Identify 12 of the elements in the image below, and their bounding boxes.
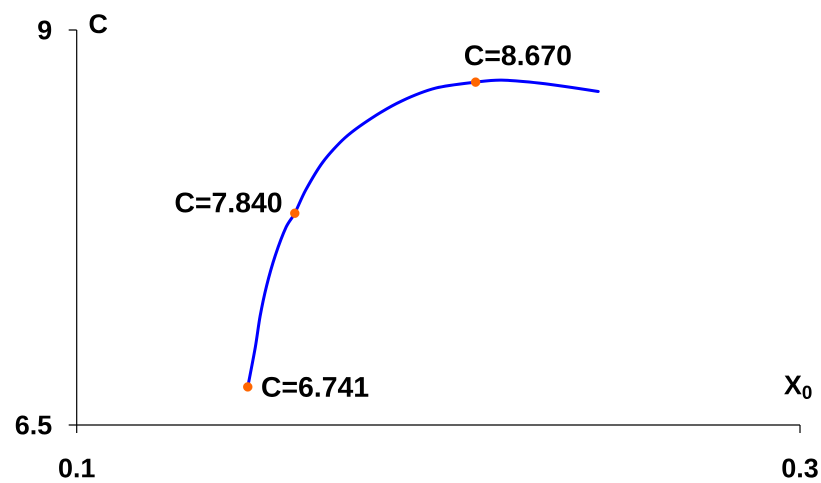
x-tick-label: 0.3 [782, 458, 818, 478]
y-axis-title: C [90, 14, 108, 34]
y-tick-label: 9 [38, 20, 52, 40]
data-label: C=8.670 [464, 45, 571, 66]
data-label: C=7.840 [176, 192, 282, 213]
x-tick-label: 0.1 [59, 458, 95, 478]
data-label: C=6.741 [262, 376, 368, 397]
point [290, 208, 300, 218]
point [243, 382, 252, 392]
point [470, 77, 480, 87]
x-axis-title: X$_{0}$ [784, 376, 812, 399]
y-tick-label: 6.5 [16, 415, 52, 435]
